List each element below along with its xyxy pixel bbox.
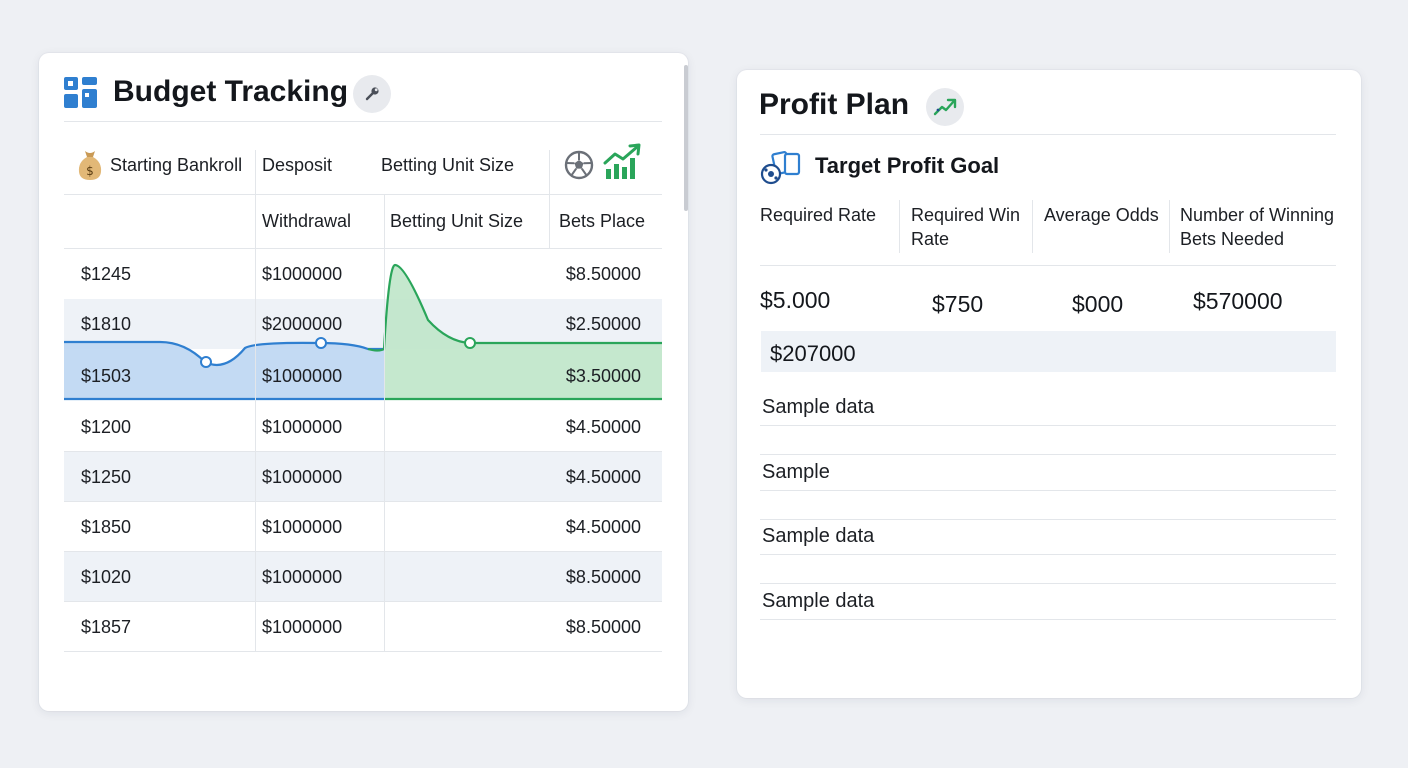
cell-starting-bankroll: $1245 [81, 264, 132, 284]
wrench-icon [365, 87, 379, 101]
cell-deposit: $1000000 [262, 617, 343, 637]
cell-starting-bankroll: $1810 [81, 314, 132, 334]
cell-starting-bankroll: $1020 [81, 567, 132, 587]
soccer-ball-icon[interactable] [564, 150, 594, 180]
settings-wrench-button[interactable] [353, 75, 391, 113]
cell-starting-bankroll: $1857 [81, 617, 132, 637]
profit-title: Profit Plan [759, 88, 910, 121]
cell-deposit: $1000000 [262, 264, 343, 284]
cell-deposit: $2000000 [262, 314, 343, 334]
header-betting-unit-size-2: Betting Unit Size [390, 211, 524, 231]
data-point [464, 337, 476, 349]
profit-plan-card [737, 70, 1361, 698]
cell-deposit: $1000000 [262, 366, 343, 386]
blue-area [64, 342, 384, 399]
green-area [384, 265, 662, 399]
cell-deposit: $1000000 [262, 567, 343, 587]
header-deposit: Desposit [262, 155, 333, 175]
svg-text:$: $ [86, 164, 94, 178]
cell-bets-placed: $8.50000 [565, 617, 641, 637]
target-profit-goal-heading: Target Profit Goal [815, 153, 1000, 178]
scrollbar[interactable] [684, 65, 688, 211]
divider [64, 194, 662, 195]
cell-starting-bankroll: $1200 [81, 417, 132, 437]
cell-deposit: $1000000 [262, 517, 343, 537]
value-average-odds: $000 [1072, 291, 1124, 317]
sample-row: Sample data [762, 590, 875, 612]
budget-title: Budget Tracking [113, 75, 349, 108]
trend-up-icon [933, 98, 957, 116]
cell-bets-placed: $2.50000 [565, 314, 641, 334]
sample-row: Sample data [762, 525, 875, 547]
green-line [367, 263, 662, 352]
cell-bets-placed: $8.50000 [565, 567, 641, 587]
header-required-win-rate: Required Win Rate [911, 205, 1021, 249]
header-betting-unit-size: Betting Unit Size [381, 155, 515, 175]
growth-chart-icon[interactable] [603, 143, 643, 180]
cell-starting-bankroll: $1503 [81, 366, 132, 386]
cell-bets-placed: $8.50000 [565, 264, 641, 284]
cell-bets-placed: $3.50000 [565, 366, 641, 386]
sports-cards-icon [760, 151, 801, 185]
value-winning-bets-needed: $570000 [1193, 288, 1283, 314]
divider [64, 248, 662, 249]
cell-deposit: $1000000 [262, 417, 343, 437]
data-point [200, 356, 212, 368]
highlight-value: $207000 [770, 341, 856, 366]
cell-bets-placed: $4.50000 [565, 517, 641, 537]
header-average-odds: Average Odds [1044, 205, 1159, 225]
cell-starting-bankroll: $1250 [81, 467, 132, 487]
divider [64, 121, 662, 122]
cell-bets-placed: $4.50000 [565, 467, 641, 487]
header-required-rate: Required Rate [760, 205, 877, 225]
cell-deposit: $1000000 [262, 467, 343, 487]
money-bag-icon: $ [78, 151, 102, 180]
sample-row: Sample [762, 461, 830, 483]
blue-line [64, 340, 384, 366]
value-required-rate: $5.000 [760, 287, 831, 313]
header-starting-bankroll: Starting Bankroll [110, 155, 243, 175]
sample-row: Sample data [762, 396, 875, 418]
cell-starting-bankroll: $1850 [81, 517, 132, 537]
dashboard-grid-icon [64, 77, 97, 108]
cell-bets-placed: $4.50000 [565, 417, 641, 437]
header-winning-bets-needed: Number of Winning Bets Needed [1180, 205, 1335, 249]
highlight-row [761, 331, 1336, 372]
header-withdrawal: Withdrawal [262, 211, 352, 231]
trend-button[interactable] [926, 88, 964, 126]
header-bets-place: Bets Place [559, 211, 646, 231]
value-required-win-rate: $750 [932, 291, 984, 317]
data-point [315, 337, 327, 349]
